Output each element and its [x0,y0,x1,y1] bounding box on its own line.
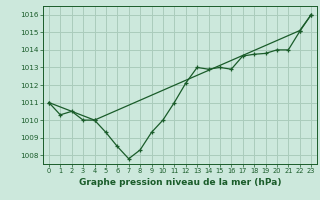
X-axis label: Graphe pression niveau de la mer (hPa): Graphe pression niveau de la mer (hPa) [79,178,281,187]
